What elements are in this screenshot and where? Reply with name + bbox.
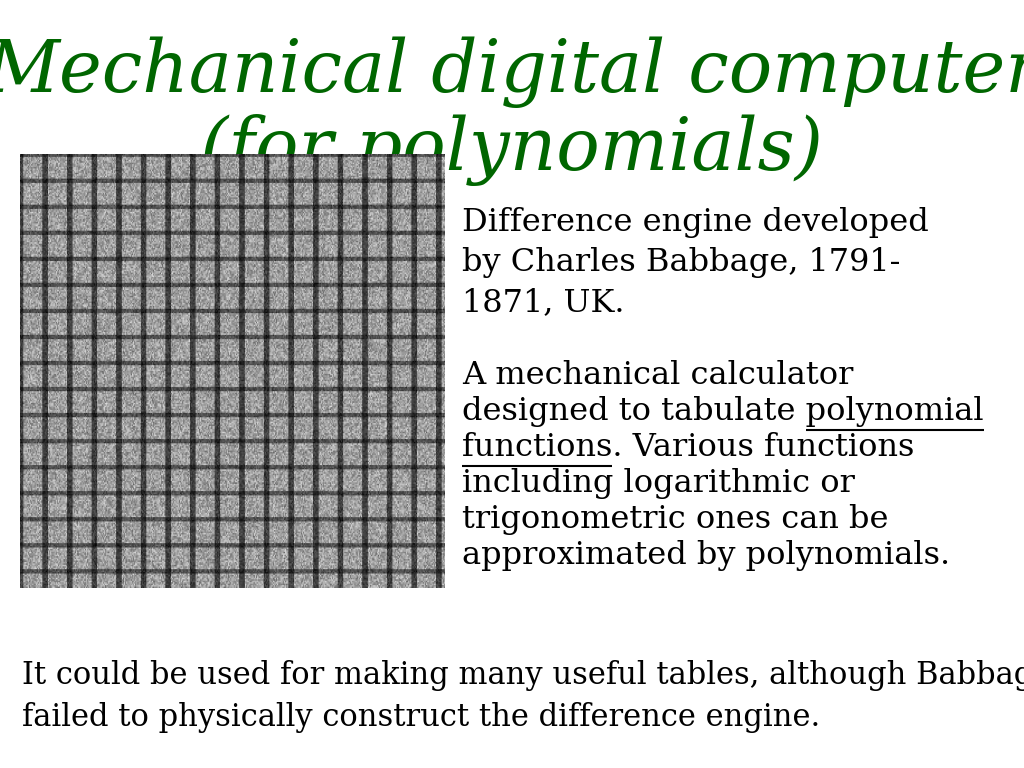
Text: trigonometric ones can be: trigonometric ones can be bbox=[462, 504, 889, 535]
Text: polynomial: polynomial bbox=[462, 396, 640, 427]
Text: A mechanical calculator: A mechanical calculator bbox=[462, 360, 853, 391]
Text: Difference engine developed
by Charles Babbage, 1791-
1871, UK.: Difference engine developed by Charles B… bbox=[462, 207, 929, 318]
Text: (for polynomials): (for polynomials) bbox=[201, 114, 823, 186]
Text: It could be used for making many useful tables, although Babbage
failed to physi: It could be used for making many useful … bbox=[22, 660, 1024, 733]
Text: designed to tabulate polynomial: designed to tabulate polynomial bbox=[462, 396, 984, 427]
Text: including logarithmic or: including logarithmic or bbox=[462, 468, 855, 499]
Text: Mechanical digital computer: Mechanical digital computer bbox=[0, 36, 1024, 108]
Text: functions. Various functions: functions. Various functions bbox=[462, 432, 914, 463]
Text: designed to tabulate: designed to tabulate bbox=[462, 396, 806, 427]
Text: functions: functions bbox=[462, 432, 612, 463]
Text: approximated by polynomials.: approximated by polynomials. bbox=[462, 540, 950, 571]
Text: designed to tabulate polynomial: designed to tabulate polynomial bbox=[462, 396, 984, 427]
Text: designed to tabulate polynomial: designed to tabulate polynomial bbox=[462, 396, 984, 427]
